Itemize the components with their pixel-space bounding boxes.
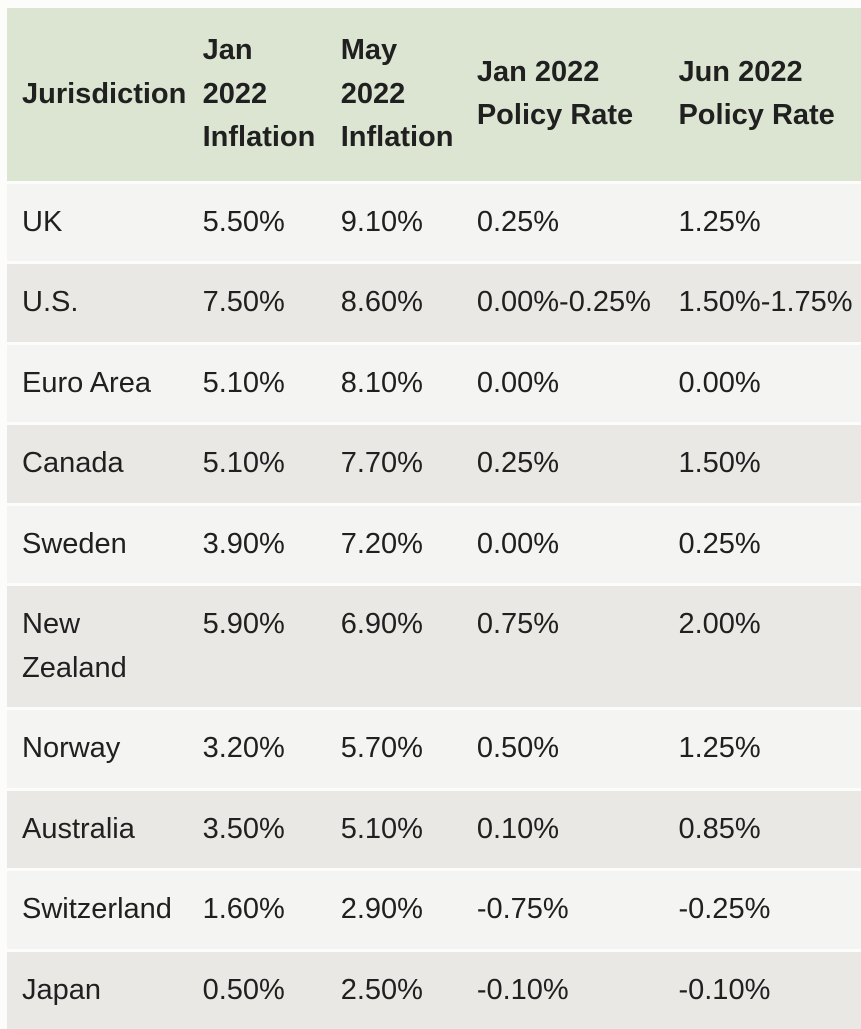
value-cell: 0.85% bbox=[677, 788, 861, 869]
jurisdiction-cell: Sweden bbox=[7, 503, 202, 584]
value-cell: 1.50%-1.75% bbox=[677, 261, 861, 342]
jurisdiction-cell: U.S. bbox=[7, 261, 202, 342]
value-cell: 1.25% bbox=[677, 707, 861, 788]
value-cell: 0.00% bbox=[476, 503, 678, 584]
value-cell: 0.25% bbox=[476, 422, 678, 503]
value-cell: 1.25% bbox=[677, 181, 861, 262]
column-header-jun-2022-policy-rate: Jun 2022 Policy Rate bbox=[677, 8, 861, 181]
value-cell: -0.10% bbox=[677, 949, 861, 1029]
value-cell: 5.90% bbox=[202, 583, 340, 707]
value-cell: 7.50% bbox=[202, 261, 340, 342]
jurisdiction-cell: Japan bbox=[7, 949, 202, 1029]
jurisdiction-cell: New Zealand bbox=[7, 583, 202, 707]
value-cell: 8.10% bbox=[340, 342, 476, 423]
jurisdiction-cell: UK bbox=[7, 181, 202, 262]
value-cell: 0.25% bbox=[476, 181, 678, 262]
value-cell: 3.20% bbox=[202, 707, 340, 788]
column-header-jan-2022-policy-rate: Jan 2022 Policy Rate bbox=[476, 8, 678, 181]
value-cell: 0.00% bbox=[677, 342, 861, 423]
table-row: U.S.7.50%8.60%0.00%-0.25%1.50%-1.75% bbox=[7, 261, 861, 342]
value-cell: -0.25% bbox=[677, 868, 861, 949]
value-cell: 2.50% bbox=[340, 949, 476, 1029]
value-cell: 3.50% bbox=[202, 788, 340, 869]
value-cell: 5.10% bbox=[202, 422, 340, 503]
value-cell: 5.70% bbox=[340, 707, 476, 788]
value-cell: 0.00%-0.25% bbox=[476, 261, 678, 342]
jurisdiction-cell: Australia bbox=[7, 788, 202, 869]
column-header-jurisdiction: Jurisdiction bbox=[7, 8, 202, 181]
jurisdiction-cell: Norway bbox=[7, 707, 202, 788]
value-cell: 5.50% bbox=[202, 181, 340, 262]
value-cell: 0.75% bbox=[476, 583, 678, 707]
value-cell: -0.10% bbox=[476, 949, 678, 1029]
value-cell: 5.10% bbox=[202, 342, 340, 423]
jurisdiction-cell: Switzerland bbox=[7, 868, 202, 949]
value-cell: 0.50% bbox=[202, 949, 340, 1029]
column-header-may-2022-inflation: May 2022 Inflation bbox=[340, 8, 476, 181]
value-cell: 1.50% bbox=[677, 422, 861, 503]
value-cell: 0.25% bbox=[677, 503, 861, 584]
value-cell: 9.10% bbox=[340, 181, 476, 262]
jurisdiction-cell: Euro Area bbox=[7, 342, 202, 423]
value-cell: 1.60% bbox=[202, 868, 340, 949]
value-cell: 6.90% bbox=[340, 583, 476, 707]
value-cell: 7.70% bbox=[340, 422, 476, 503]
value-cell: 0.50% bbox=[476, 707, 678, 788]
value-cell: 2.00% bbox=[677, 583, 861, 707]
jurisdiction-cell: Canada bbox=[7, 422, 202, 503]
value-cell: 7.20% bbox=[340, 503, 476, 584]
column-header-jan-2022-inflation: Jan 2022 Inflation bbox=[202, 8, 340, 181]
value-cell: 8.60% bbox=[340, 261, 476, 342]
value-cell: 2.90% bbox=[340, 868, 476, 949]
value-cell: 0.10% bbox=[476, 788, 678, 869]
value-cell: 5.10% bbox=[340, 788, 476, 869]
value-cell: -0.75% bbox=[476, 868, 678, 949]
value-cell: 0.00% bbox=[476, 342, 678, 423]
value-cell: 3.90% bbox=[202, 503, 340, 584]
